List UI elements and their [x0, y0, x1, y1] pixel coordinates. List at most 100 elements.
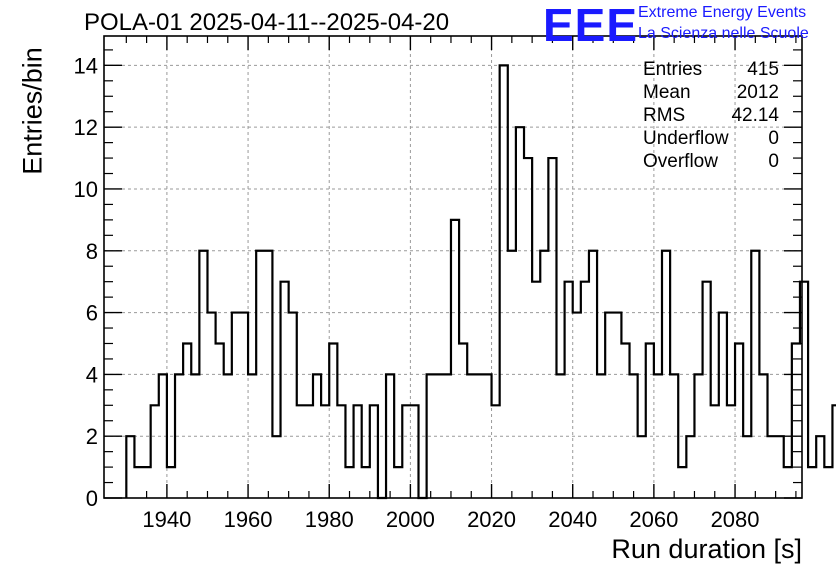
histogram-bin [694, 374, 702, 498]
histogram-bin [548, 158, 556, 498]
histogram-bin [768, 436, 776, 498]
histogram-bin [800, 282, 808, 498]
stat-value: 42.14 [731, 105, 779, 126]
histogram-bin [621, 343, 629, 498]
histogram-bin [630, 374, 638, 498]
x-tick-label: 2080 [711, 507, 760, 532]
histogram-bin [711, 405, 719, 498]
stat-label: RMS [643, 105, 686, 126]
histogram-bin [345, 467, 353, 498]
histogram-bin [573, 313, 581, 498]
histogram-bin [362, 467, 370, 498]
logo-line-1: Extreme Energy Events [638, 4, 807, 21]
histogram-bin [751, 251, 759, 498]
x-tick-label: 1960 [224, 507, 273, 532]
plot-title: POLA-01 2025-04-11--2025-04-20 [84, 9, 450, 36]
logo-line-2: La Scienza nelle Scuole [638, 25, 809, 42]
histogram-bin [540, 251, 548, 498]
stat-label: Entries [643, 59, 703, 80]
histogram-bin [532, 282, 540, 498]
histogram-bin [151, 405, 159, 498]
histogram-bin [272, 436, 280, 498]
histogram-bin [264, 251, 272, 498]
histogram-bin [483, 374, 491, 498]
histogram-bin [589, 251, 597, 498]
histogram-bin [670, 374, 678, 498]
histogram-bin [216, 343, 224, 498]
histogram-bin [435, 374, 443, 498]
histogram-bin [646, 343, 654, 498]
histogram-bin [224, 374, 232, 498]
histogram-bin [824, 467, 832, 498]
histogram-bin [743, 436, 751, 498]
histogram-bin [207, 313, 215, 498]
histogram-bin [134, 467, 142, 498]
histogram-bin [354, 405, 362, 498]
x-tick-label: 2040 [548, 507, 597, 532]
histogram-bin [516, 127, 524, 498]
histogram-bin [686, 436, 694, 498]
histogram-bin [313, 374, 321, 498]
histogram-series [125, 64, 836, 500]
histogram-bin [597, 374, 605, 498]
histogram-bin [784, 467, 792, 498]
stat-overflow: Overflow 0 [643, 151, 779, 173]
stat-rms: RMS 42.14 [643, 105, 779, 127]
x-axis-label: Run duration [s] [611, 534, 802, 564]
x-tick-label: 1940 [142, 507, 191, 532]
x-tick-label: 2000 [386, 507, 435, 532]
histogram-bin [256, 251, 264, 498]
histogram-bin [613, 313, 621, 498]
y-tick-label: 6 [86, 301, 98, 326]
histogram-bin [467, 374, 475, 498]
histogram-bin [524, 158, 532, 498]
histogram-bin [776, 436, 784, 498]
histogram-bin [451, 220, 459, 498]
histogram-bin [443, 374, 451, 498]
histogram-bin [459, 343, 467, 498]
histogram-bin [500, 65, 508, 498]
histogram-bin [508, 251, 516, 498]
histogram-bin [321, 405, 329, 498]
x-tick-label: 1980 [305, 507, 354, 532]
stat-value: 0 [768, 128, 779, 149]
histogram-bin [808, 467, 816, 498]
histogram-bin [605, 313, 613, 498]
y-tick-label: 0 [86, 486, 98, 511]
histogram-bin [727, 405, 735, 498]
stat-underflow: Underflow 0 [643, 128, 779, 150]
histogram-bin [678, 467, 686, 498]
histogram-bin [832, 405, 836, 498]
histogram-bin [240, 313, 248, 498]
histogram-bin [183, 343, 191, 498]
histogram-bin [703, 282, 711, 498]
histogram-bin [662, 251, 670, 498]
histogram-bin [143, 467, 151, 498]
histogram-bin [281, 282, 289, 498]
y-tick-label: 4 [86, 362, 98, 387]
histogram-bin [565, 282, 573, 498]
x-tick-label: 2020 [467, 507, 516, 532]
axis-ticks: 1940 1960 1980 2000 2020 2040 2060 2080 0 2 4 6 8 10 1… [74, 36, 802, 532]
histogram-bin [199, 251, 207, 498]
histogram-bin [792, 343, 800, 498]
histogram-bin [427, 374, 435, 498]
y-axis-label: Entries/bin [17, 47, 48, 175]
histogram-bin [175, 374, 183, 498]
stat-value: 2012 [736, 82, 779, 103]
grid-lines [104, 36, 802, 498]
eee-logo: EEE [543, 0, 639, 51]
histogram-bin [126, 436, 134, 498]
histogram-bin [289, 313, 297, 498]
y-tick-label: 10 [74, 177, 98, 202]
y-tick-label: 14 [74, 53, 98, 78]
stat-label: Underflow [643, 128, 729, 149]
stat-label: Overflow [643, 151, 718, 172]
stat-value: 0 [768, 151, 779, 172]
histogram-bin [232, 313, 240, 498]
histogram-bin [581, 282, 589, 498]
histogram-bin [386, 374, 394, 498]
histogram-bin [159, 374, 167, 498]
x-tick-label: 2060 [629, 507, 678, 532]
histogram-bin [654, 374, 662, 498]
